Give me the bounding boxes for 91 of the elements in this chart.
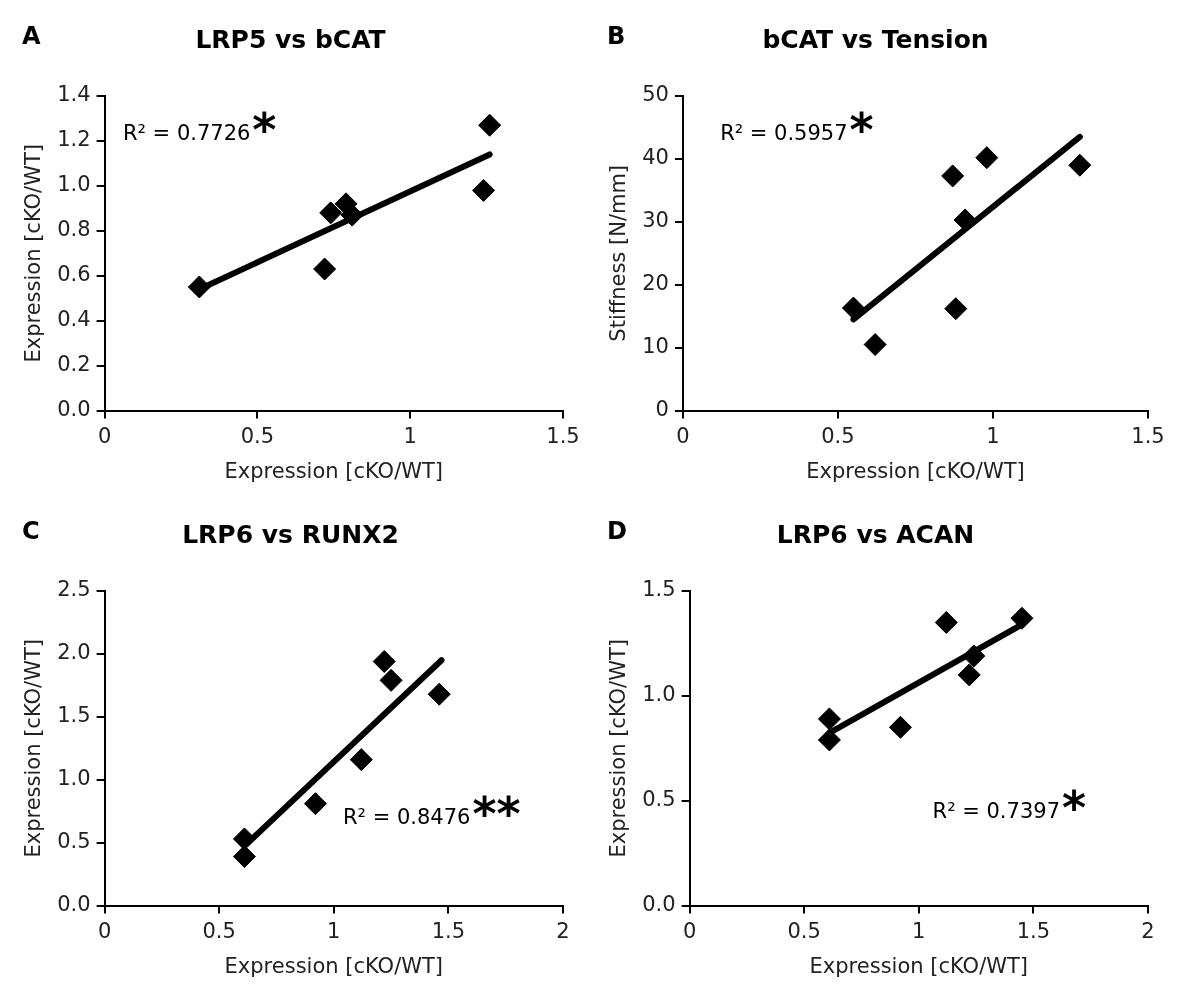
point [232, 845, 256, 869]
point [349, 748, 373, 772]
point [841, 296, 865, 320]
x-tick-label: 1 [327, 918, 341, 943]
x-tick-label: 0.5 [202, 918, 236, 943]
y-tick-label: 1.0 [57, 172, 91, 197]
point [319, 201, 343, 225]
annotation: * [252, 103, 277, 158]
x-tick-label: 1.5 [431, 918, 466, 943]
annotation: ** [472, 786, 521, 841]
point [427, 682, 451, 706]
x-axis-title: Expression [cKO/WT] [809, 953, 1029, 978]
point [817, 728, 841, 752]
x-tick-label: 0.5 [240, 423, 275, 448]
annotation: * [849, 103, 874, 158]
y-tick-label: 1.5 [57, 703, 91, 728]
point [187, 275, 211, 299]
point [944, 297, 968, 321]
y-tick-label: 0 [655, 397, 669, 422]
x-tick-label: 1 [912, 918, 926, 943]
text: B [607, 22, 626, 50]
point [1068, 153, 1092, 177]
x-tick-label: 0 [97, 918, 112, 943]
point [379, 668, 403, 692]
x-tick-label: 1 [986, 423, 1000, 448]
y-tick-label: 30 [642, 208, 669, 233]
x-tick-label: 1 [403, 423, 417, 448]
y-axis-title: Expression [cKO/WT] [21, 639, 46, 858]
y-tick-label: 0.4 [57, 307, 91, 332]
y-tick-label: 0.2 [57, 352, 91, 377]
x-tick-label: 0.5 [821, 423, 855, 448]
point [303, 792, 327, 816]
annotation: R² = 0.8476 [342, 804, 471, 829]
x-axis-title: Expression [cKO/WT] [224, 458, 444, 483]
x-tick-label: 1.5 [1016, 918, 1051, 943]
x-tick-label: 1.5 [546, 423, 580, 448]
point [817, 707, 841, 731]
point [478, 113, 502, 137]
y-tick-label: 0.0 [57, 892, 91, 917]
point [863, 333, 887, 357]
y-tick-label: 0.6 [57, 262, 91, 287]
y-tick-label: 0.0 [642, 892, 676, 917]
point [472, 178, 496, 202]
point [975, 146, 999, 170]
y-tick-label: 0.5 [642, 787, 676, 812]
annotation: * [1061, 780, 1087, 835]
point [340, 203, 364, 227]
x-tick-label: 2 [1141, 918, 1155, 943]
x-tick-label: 1.5 [1131, 423, 1165, 448]
chart-title: LRP6 vs ACAN [776, 519, 975, 549]
chart-title: LRP6 vs RUNX2 [182, 519, 399, 549]
point [941, 164, 965, 188]
y-tick-label: 0.8 [57, 217, 91, 242]
x-tick-label: 2 [556, 918, 570, 943]
y-tick-label: 2.5 [57, 577, 91, 602]
y-tick-label: 50 [642, 82, 669, 107]
annotation: R² = 0.7397 [932, 798, 1060, 823]
y-tick-label: 0.0 [57, 397, 91, 422]
chart-title: bCAT vs Tension [762, 24, 989, 54]
y-tick-label: 10 [642, 334, 669, 359]
y-tick-label: 1.0 [642, 682, 676, 707]
annotation: R² = 0.7726 [122, 121, 251, 146]
y-tick-label: 2.0 [57, 640, 91, 665]
point [962, 644, 986, 668]
point [888, 715, 912, 739]
point [934, 610, 958, 634]
y-axis-title: Expression [cKO/WT] [21, 144, 46, 363]
annotation: R² = 0.5957 [720, 121, 848, 146]
text: D [607, 517, 627, 545]
y-tick-label: 1.2 [57, 127, 91, 152]
y-tick-label: 1.5 [642, 577, 676, 602]
point [1010, 606, 1034, 630]
point [372, 649, 396, 673]
y-axis-title: Expression [cKO/WT] [606, 639, 631, 858]
x-tick-label: 0.5 [787, 918, 821, 943]
point [957, 663, 981, 687]
text: C [22, 517, 40, 545]
y-tick-label: 0.5 [57, 829, 91, 854]
chart-title: LRP5 vs bCAT [195, 24, 386, 54]
x-axis-title: Expression [cKO/WT] [806, 458, 1025, 483]
text: A [22, 22, 41, 50]
x-tick-label: 0 [682, 918, 697, 943]
y-tick-label: 1.4 [57, 82, 91, 107]
y-tick-label: 20 [642, 271, 669, 296]
y-tick-label: 1.0 [57, 766, 91, 791]
x-axis-title: Expression [cKO/WT] [224, 953, 444, 978]
y-axis-title: Stiffness [N/mm] [606, 164, 631, 342]
point [232, 827, 256, 851]
point [313, 257, 337, 281]
y-tick-label: 40 [642, 145, 669, 170]
x-tick-label: 0 [97, 423, 112, 448]
